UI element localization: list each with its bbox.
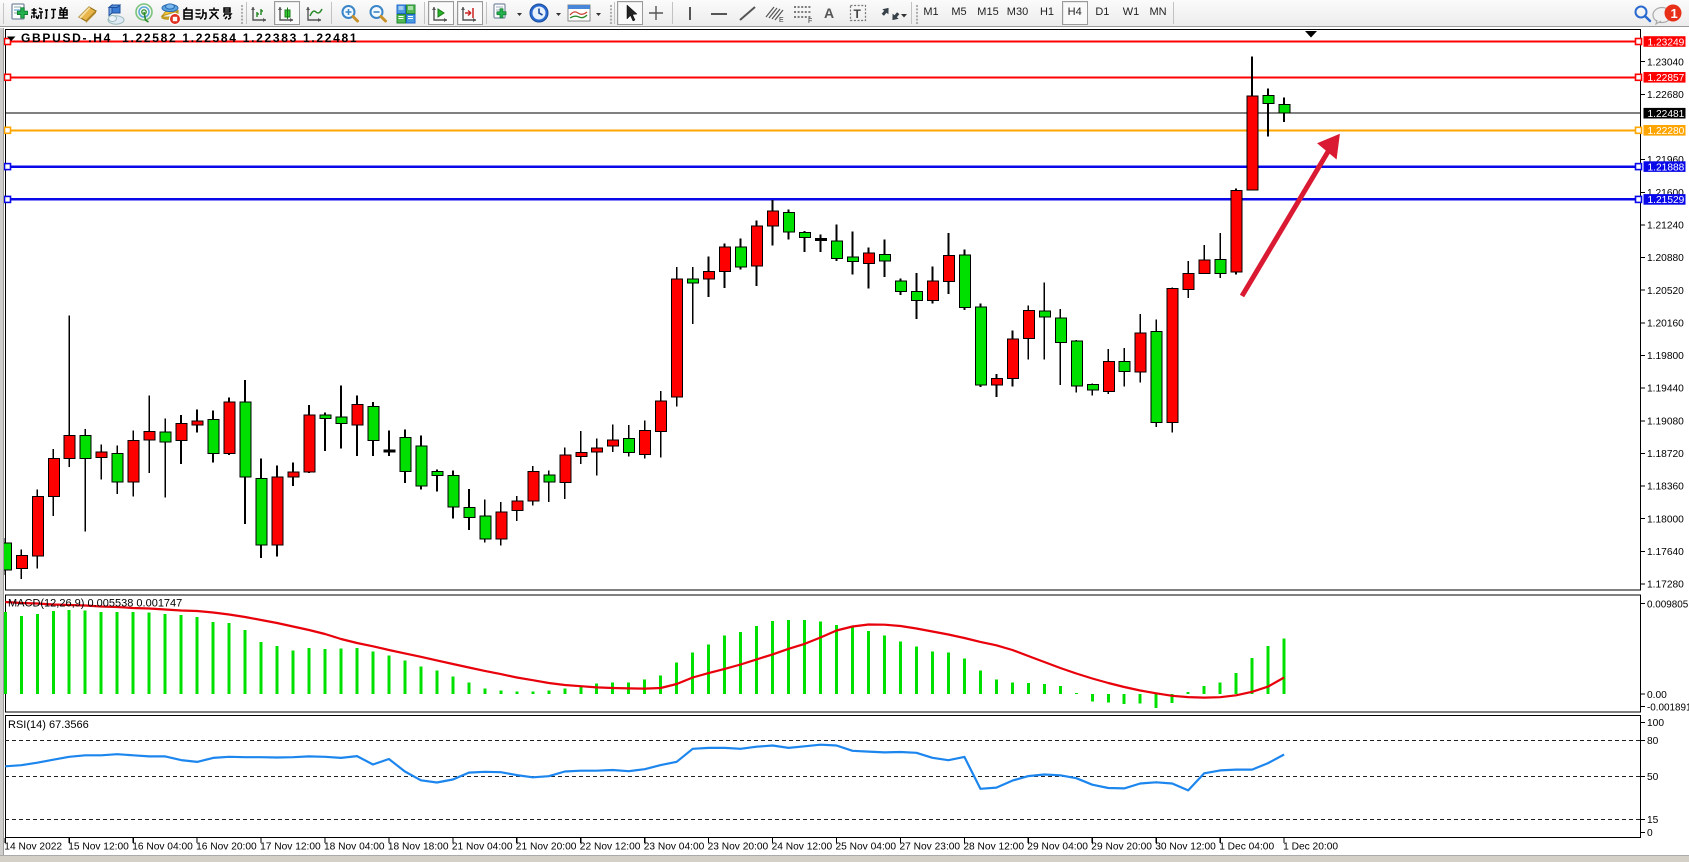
- svg-text:23 Nov 20:00: 23 Nov 20:00: [708, 842, 769, 853]
- svg-text:1.23249: 1.23249: [1648, 37, 1685, 48]
- svg-text:15: 15: [1647, 815, 1659, 826]
- svg-text:80: 80: [1647, 736, 1659, 747]
- svg-text:0.009805: 0.009805: [1647, 600, 1689, 611]
- svg-text:1 Dec 04:00: 1 Dec 04:00: [1219, 842, 1274, 853]
- svg-text:1.22280: 1.22280: [1648, 126, 1685, 137]
- svg-text:29 Nov 04:00: 29 Nov 04:00: [1027, 842, 1088, 853]
- svg-text:1: 1: [1671, 6, 1678, 21]
- svg-text:1.21240: 1.21240: [1647, 221, 1684, 232]
- svg-text:28 Nov 12:00: 28 Nov 12:00: [963, 842, 1024, 853]
- svg-text:1.21600: 1.21600: [1647, 188, 1684, 199]
- svg-text:1.21960: 1.21960: [1647, 155, 1684, 166]
- svg-text:100: 100: [1647, 718, 1664, 729]
- svg-text:16 Nov 20:00: 16 Nov 20:00: [196, 842, 257, 853]
- svg-text:1.22680: 1.22680: [1647, 90, 1684, 101]
- svg-text:1.20880: 1.20880: [1647, 253, 1684, 264]
- svg-text:1.19080: 1.19080: [1647, 416, 1684, 427]
- svg-text:F: F: [808, 18, 812, 24]
- svg-text:22 Nov 12:00: 22 Nov 12:00: [580, 842, 641, 853]
- svg-text:0.00: 0.00: [1647, 690, 1667, 701]
- svg-text:24 Nov 12:00: 24 Nov 12:00: [772, 842, 833, 853]
- svg-text:E: E: [779, 17, 784, 24]
- svg-text:27 Nov 23:00: 27 Nov 23:00: [900, 842, 961, 853]
- svg-text:1.18000: 1.18000: [1647, 514, 1684, 525]
- svg-text:1.23040: 1.23040: [1647, 57, 1684, 68]
- svg-text:RSI(14) 67.3566: RSI(14) 67.3566: [8, 719, 89, 731]
- svg-text:1.20520: 1.20520: [1647, 286, 1684, 297]
- svg-text:0: 0: [1647, 828, 1653, 839]
- svg-text:1.19440: 1.19440: [1647, 384, 1684, 395]
- svg-text:50: 50: [1647, 772, 1659, 783]
- svg-text:18 Nov 04:00: 18 Nov 04:00: [324, 842, 385, 853]
- svg-text:1.17640: 1.17640: [1647, 547, 1684, 558]
- svg-text:GBPUSD-.H4 1.22582 1.22584 1.: GBPUSD-.H4 1.22582 1.22584 1.22383 1.224…: [21, 31, 358, 45]
- svg-text:T: T: [854, 7, 862, 21]
- svg-text:1.19800: 1.19800: [1647, 351, 1684, 362]
- svg-text:1.18360: 1.18360: [1647, 482, 1684, 493]
- svg-text:1.22481: 1.22481: [1648, 109, 1685, 120]
- svg-text:1.21888: 1.21888: [1648, 162, 1685, 173]
- svg-text:1.17280: 1.17280: [1647, 580, 1684, 591]
- svg-text:1.20160: 1.20160: [1647, 318, 1684, 329]
- svg-text:18 Nov 18:00: 18 Nov 18:00: [388, 842, 449, 853]
- svg-text:15 Nov 12:00: 15 Nov 12:00: [68, 842, 129, 853]
- svg-text:23 Nov 04:00: 23 Nov 04:00: [644, 842, 705, 853]
- svg-text:25 Nov 04:00: 25 Nov 04:00: [836, 842, 897, 853]
- svg-text:30 Nov 12:00: 30 Nov 12:00: [1155, 842, 1216, 853]
- svg-text:29 Nov 20:00: 29 Nov 20:00: [1091, 842, 1152, 853]
- svg-text:14 Nov 2022: 14 Nov 2022: [4, 842, 62, 853]
- svg-text:21 Nov 04:00: 21 Nov 04:00: [452, 842, 513, 853]
- svg-text:1 Dec 20:00: 1 Dec 20:00: [1283, 842, 1338, 853]
- svg-text:16 Nov 04:00: 16 Nov 04:00: [132, 842, 193, 853]
- svg-text:-0.001891: -0.001891: [1647, 703, 1689, 714]
- svg-text:1.18720: 1.18720: [1647, 449, 1684, 460]
- svg-text:1.21529: 1.21529: [1648, 195, 1685, 206]
- svg-text:MACD(12,26,9) 0.005538 0.00174: MACD(12,26,9) 0.005538 0.001747: [8, 598, 182, 610]
- svg-text:1.22857: 1.22857: [1648, 73, 1685, 84]
- svg-text:21 Nov 20:00: 21 Nov 20:00: [516, 842, 577, 853]
- svg-text:17 Nov 12:00: 17 Nov 12:00: [260, 842, 321, 853]
